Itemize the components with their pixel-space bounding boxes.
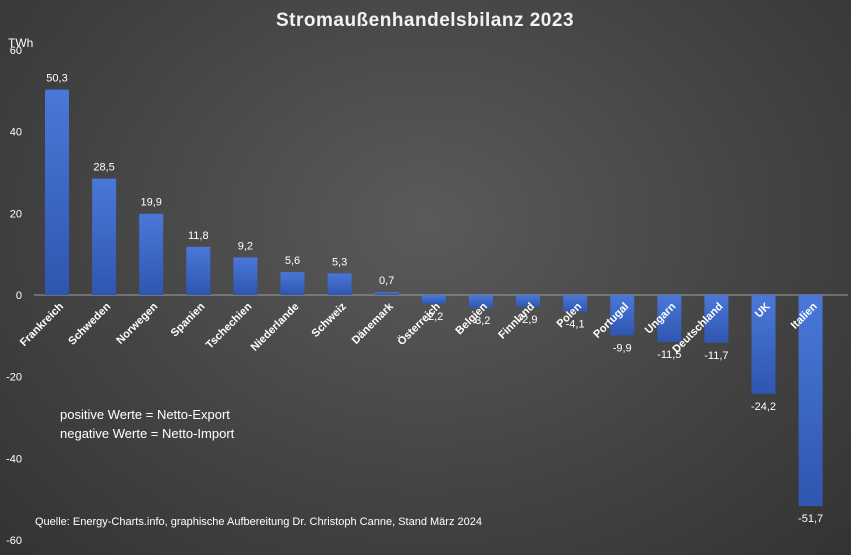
note-positive: positive Werte = Netto-Export bbox=[60, 407, 230, 422]
bar bbox=[704, 295, 729, 343]
data-label: 28,5 bbox=[93, 162, 114, 174]
chart-title: Stromaußenhandelsbilanz 2023 bbox=[276, 10, 574, 31]
category-label: Spanien bbox=[169, 300, 208, 339]
bar bbox=[327, 273, 352, 295]
data-label: 19,9 bbox=[140, 197, 161, 209]
y-tick-label: -20 bbox=[6, 372, 22, 384]
note-negative: negative Werte = Netto-Import bbox=[60, 426, 235, 441]
bar bbox=[657, 295, 682, 342]
data-label: -2,9 bbox=[519, 314, 538, 326]
data-label: 50,3 bbox=[46, 73, 67, 85]
y-tick-label: 60 bbox=[10, 45, 22, 57]
data-labels: 50,3 28,5 19,9 11,8 9,2 5,6 5,3 0,7 -2,2 -3,2 -2,9… bbox=[46, 73, 823, 526]
bar bbox=[563, 295, 588, 312]
bar bbox=[186, 246, 211, 295]
bar bbox=[468, 295, 493, 309]
data-label: -24,2 bbox=[751, 401, 776, 413]
bar bbox=[139, 213, 164, 295]
data-label: 5,3 bbox=[332, 256, 347, 268]
category-label: Dänemark bbox=[350, 300, 397, 347]
category-label: Niederlande bbox=[249, 301, 302, 354]
data-label: 0,7 bbox=[379, 275, 394, 287]
bar bbox=[751, 295, 776, 394]
category-label: Tschechien bbox=[204, 300, 255, 351]
bar bbox=[374, 292, 399, 295]
data-label: -51,7 bbox=[798, 513, 823, 525]
data-label: -2,2 bbox=[424, 311, 443, 323]
category-label: Schweiz bbox=[310, 300, 350, 340]
data-label: 9,2 bbox=[238, 240, 253, 252]
bar bbox=[610, 295, 635, 336]
bar bbox=[45, 89, 69, 295]
category-label: Norwegen bbox=[114, 300, 160, 346]
bar bbox=[92, 178, 117, 295]
data-label: -3,2 bbox=[471, 315, 490, 327]
bar bbox=[233, 257, 258, 295]
category-label: Österreich bbox=[395, 300, 443, 348]
y-tick-label: 0 bbox=[16, 290, 22, 302]
y-tick-label: -60 bbox=[6, 535, 22, 547]
source-note: Quelle: Energy-Charts.info, graphische A… bbox=[35, 516, 482, 528]
data-label: -9,9 bbox=[613, 342, 632, 354]
bar bbox=[280, 272, 305, 295]
data-label: 11,8 bbox=[188, 230, 209, 242]
bar bbox=[798, 295, 823, 507]
y-tick-label: -40 bbox=[6, 453, 22, 465]
data-label: 5,6 bbox=[285, 255, 300, 267]
data-label: -11,5 bbox=[657, 349, 681, 361]
y-tick-label: 40 bbox=[10, 127, 22, 139]
bar bbox=[516, 295, 540, 307]
data-label: -11,7 bbox=[704, 350, 728, 362]
y-axis-unit: TWh bbox=[8, 36, 33, 50]
category-label: Frankreich bbox=[18, 300, 66, 348]
bars bbox=[45, 89, 823, 507]
bar bbox=[421, 295, 446, 304]
data-label: -4,1 bbox=[566, 319, 585, 331]
category-labels: Frankreich Schweden Norwegen SpanienTschech… bbox=[18, 300, 820, 356]
category-label: Schweden bbox=[66, 300, 113, 347]
y-tick-labels: 60 40 20 0 -20 -40 -60 bbox=[6, 45, 22, 547]
y-tick-label: 20 bbox=[10, 208, 22, 220]
